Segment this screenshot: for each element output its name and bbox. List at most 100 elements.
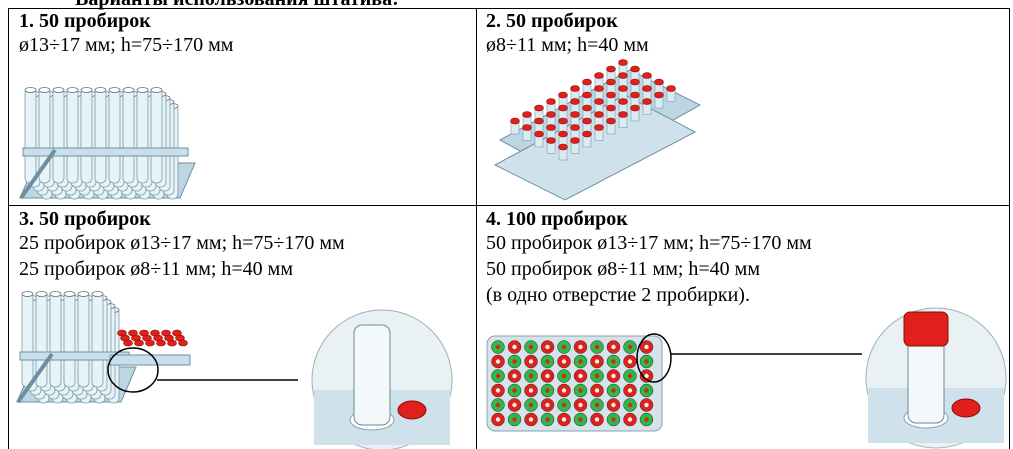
- tube-rim: [35, 291, 48, 297]
- well-inner: [611, 402, 616, 408]
- tube-rim: [49, 291, 62, 297]
- cap: [558, 130, 568, 138]
- cap: [123, 339, 133, 347]
- cell-line: 50 пробирок ø13÷17 мм; h=75÷170 мм: [486, 232, 812, 254]
- well-inner: [545, 373, 550, 379]
- well-inner: [644, 344, 649, 350]
- rack-plate: [22, 147, 189, 157]
- cap: [570, 85, 580, 92]
- tube-rim: [24, 87, 37, 93]
- cap: [570, 137, 580, 144]
- cap: [642, 85, 652, 92]
- cell-line: (в одно отверстие 2 пробирки).: [486, 284, 750, 306]
- well-inner: [561, 417, 567, 422]
- cell-line: ø13÷17 мм; h=75÷170 мм: [19, 34, 234, 56]
- rack-leg: [16, 352, 54, 404]
- cap: [630, 91, 640, 99]
- cap: [534, 117, 544, 125]
- cap: [546, 98, 556, 105]
- tube-rim: [63, 291, 76, 297]
- well-inner: [611, 344, 616, 350]
- tube-rim: [38, 87, 51, 93]
- table-borders: [8, 8, 1010, 449]
- tube: [24, 87, 37, 184]
- tube: [80, 87, 93, 184]
- well-inner: [545, 417, 550, 422]
- cap: [654, 78, 664, 86]
- cap: [630, 104, 640, 112]
- well-inner: [495, 402, 501, 408]
- cell-line: 25 пробирок ø8÷11 мм; h=40 мм: [19, 258, 293, 280]
- well-inner: [627, 373, 633, 379]
- well-inner: [611, 373, 616, 379]
- tube: [122, 87, 135, 184]
- cap: [642, 98, 652, 105]
- tube: [66, 87, 79, 184]
- cap: [510, 117, 520, 125]
- well-inner: [528, 359, 534, 364]
- cap: [594, 98, 604, 105]
- well-inner: [578, 417, 583, 422]
- cell-line: ø8÷11 мм; h=40 мм: [486, 34, 649, 56]
- tube-rim: [136, 87, 149, 93]
- small-cap: [397, 400, 427, 420]
- cap: [582, 91, 592, 99]
- cap: [642, 72, 652, 79]
- well-inner: [627, 344, 633, 350]
- well-inner: [627, 402, 633, 408]
- cap: [558, 117, 568, 125]
- zoom-marker: [636, 333, 672, 383]
- cap: [618, 85, 628, 92]
- cap: [654, 91, 664, 99]
- well-inner: [561, 344, 567, 350]
- cell-line: 25 пробирок ø13÷17 мм; h=75÷170 мм: [19, 232, 345, 254]
- rack-plate: [493, 94, 697, 201]
- tube: [136, 87, 149, 184]
- well-inner: [512, 359, 517, 364]
- heading: Варианты использования штатива:: [75, 0, 399, 11]
- cap: [594, 124, 604, 131]
- tube: [21, 291, 34, 388]
- well-inner: [594, 388, 600, 393]
- well-inner: [512, 402, 517, 408]
- cap: [618, 111, 628, 118]
- well-inner: [545, 344, 550, 350]
- well-inner: [561, 359, 567, 364]
- tube-rim: [80, 87, 93, 93]
- cap: [522, 124, 532, 131]
- cap: [606, 91, 616, 99]
- tube: [150, 87, 163, 184]
- well-inner: [578, 344, 583, 350]
- tube-rim: [122, 87, 135, 93]
- tube-rim: [108, 87, 121, 93]
- cap: [534, 130, 544, 138]
- cap: [558, 91, 568, 99]
- well-inner: [495, 373, 501, 379]
- tube: [63, 291, 76, 388]
- cap: [156, 339, 166, 347]
- tube-rim: [77, 291, 90, 297]
- cap: [134, 339, 144, 347]
- well-inner: [528, 417, 534, 422]
- tube-rim: [52, 87, 65, 93]
- cap: [582, 117, 592, 125]
- well-inner: [611, 417, 616, 422]
- cap: [594, 72, 604, 79]
- well-inner: [495, 359, 501, 364]
- cap: [606, 104, 616, 112]
- well-inner: [611, 388, 616, 393]
- well-inner: [528, 344, 534, 350]
- cap: [618, 59, 628, 66]
- well-inner: [644, 359, 649, 364]
- well-inner: [512, 344, 517, 350]
- well-inner: [512, 388, 517, 393]
- tube-rim: [21, 291, 34, 297]
- cap: [618, 72, 628, 79]
- well-inner: [561, 373, 567, 379]
- well-inner: [644, 373, 649, 379]
- tube: [77, 291, 90, 388]
- well-inner: [528, 388, 534, 393]
- cap: [167, 339, 177, 347]
